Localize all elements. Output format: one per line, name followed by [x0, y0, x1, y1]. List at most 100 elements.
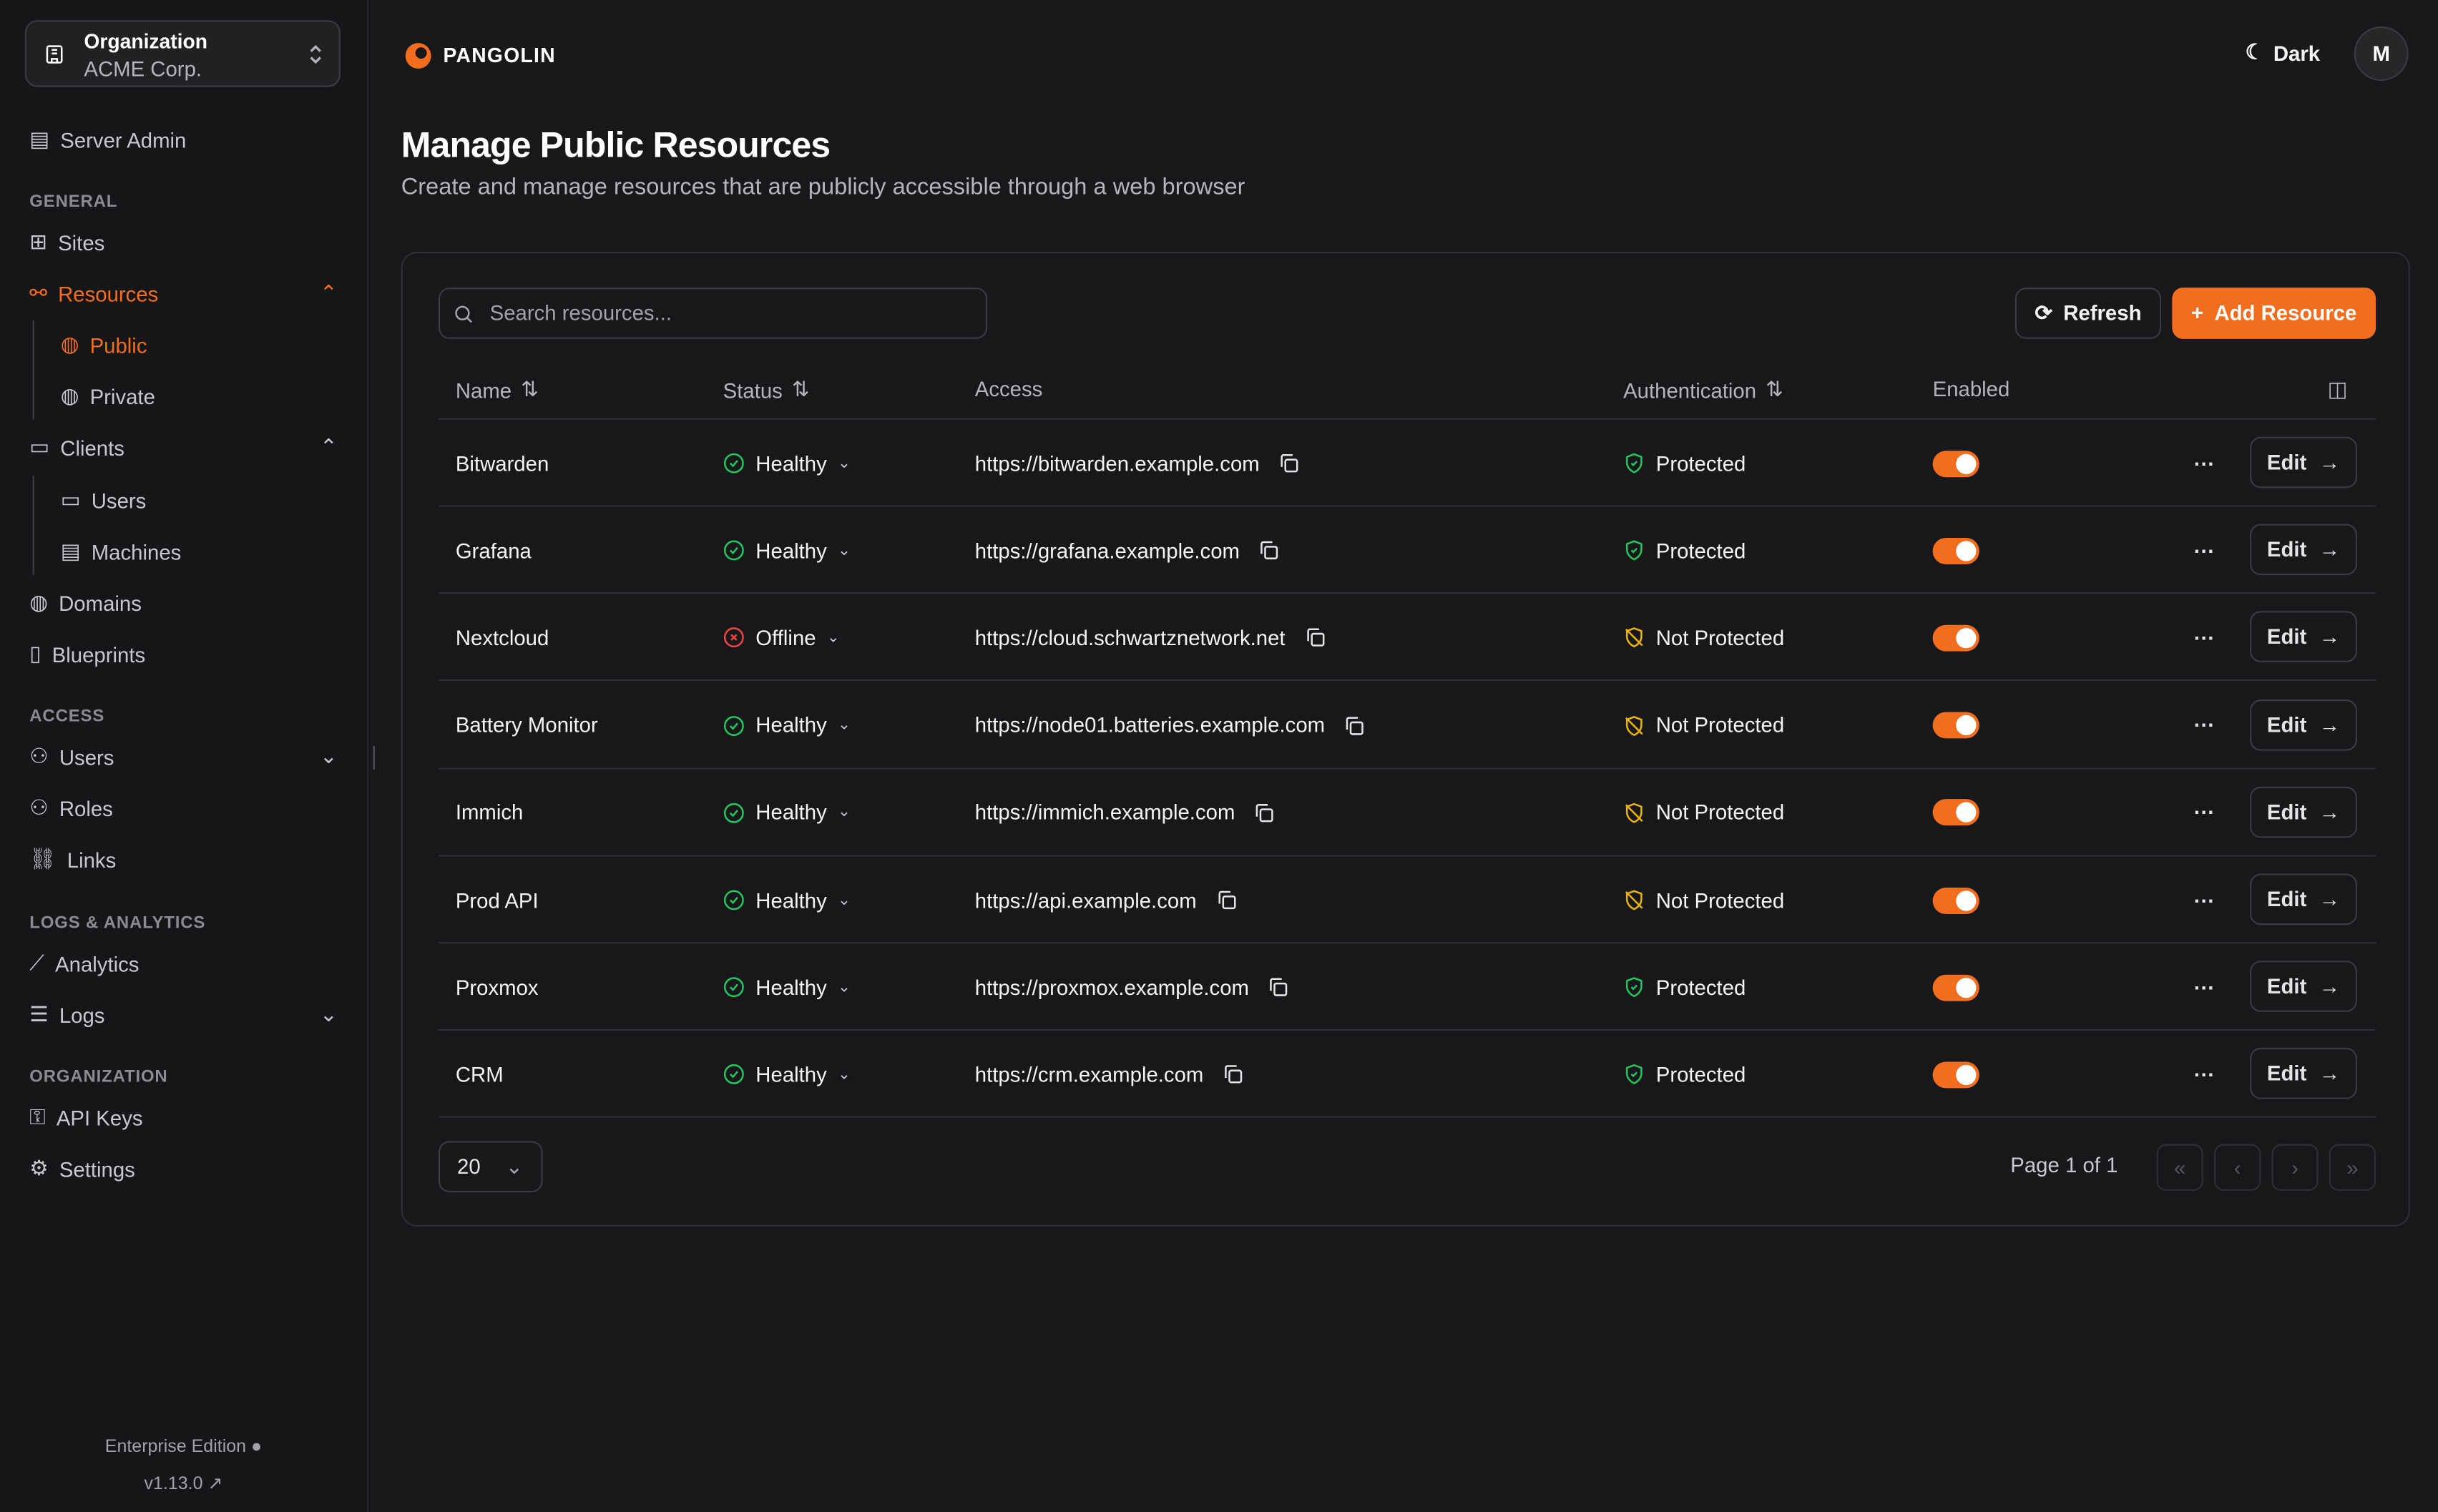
building-icon: [46, 45, 63, 64]
sidebar-item-public[interactable]: ◍ Public: [60, 333, 147, 357]
sidebar-item-sites[interactable]: ⊞ Sites: [29, 230, 105, 255]
sidebar-item-analytics[interactable]: ⟋ Analytics: [29, 951, 139, 976]
more-actions-icon[interactable]: ···: [2193, 713, 2216, 737]
access-url[interactable]: https://bitwarden.example.com: [975, 420, 1300, 507]
edit-button[interactable]: Edit →: [2250, 524, 2357, 576]
add-resource-button[interactable]: + Add Resource: [2172, 288, 2376, 339]
check-circle-icon: [723, 540, 744, 561]
copy-icon[interactable]: [1343, 715, 1365, 736]
access-url[interactable]: https://immich.example.com: [975, 769, 1276, 856]
section-organization: ORGANIZATION: [29, 1068, 168, 1087]
theme-toggle[interactable]: ☾ Dark: [2245, 40, 2321, 65]
sidebar-item-api-keys[interactable]: ⚿ API Keys: [29, 1105, 143, 1130]
sidebar-item-client-users[interactable]: ▭ Users: [60, 488, 147, 513]
status-dropdown[interactable]: Healthy ⌄: [723, 857, 851, 944]
page-size-select[interactable]: 20 ⌄: [438, 1141, 543, 1193]
sidebar-item-settings[interactable]: ⚙ Settings: [29, 1157, 135, 1181]
auth-status: Not Protected: [1623, 682, 1784, 769]
status-dropdown[interactable]: Healthy ⌄: [723, 1031, 851, 1119]
copy-icon[interactable]: [1215, 889, 1237, 910]
access-url[interactable]: https://node01.batteries.example.com: [975, 682, 1366, 769]
edit-button[interactable]: Edit →: [2250, 873, 2357, 926]
status-dropdown[interactable]: Healthy ⌄: [723, 944, 851, 1031]
status-dropdown[interactable]: Healthy ⌄: [723, 420, 851, 507]
more-actions-icon[interactable]: ···: [2193, 800, 2216, 825]
sidebar-item-resources[interactable]: ⚯ Resources ⌃: [29, 281, 338, 306]
copy-icon[interactable]: [1258, 540, 1280, 561]
search-input[interactable]: [486, 300, 960, 327]
column-authentication[interactable]: Authentication ⇅: [1623, 378, 1783, 402]
copy-icon[interactable]: [1253, 802, 1275, 823]
more-actions-icon[interactable]: ···: [2193, 539, 2216, 563]
sidebar-item-machines[interactable]: ▤ Machines: [60, 539, 182, 564]
status-dropdown[interactable]: Healthy ⌄: [723, 507, 851, 594]
sidebar-item-server-admin[interactable]: ▤ Server Admin: [29, 127, 187, 152]
enabled-toggle[interactable]: [1932, 799, 1979, 826]
enabled-toggle[interactable]: [1932, 974, 1979, 1001]
chevron-down-icon: ⌄: [838, 804, 851, 822]
enabled-toggle[interactable]: [1932, 886, 1979, 913]
enabled-toggle[interactable]: [1932, 624, 1979, 652]
first-page-button[interactable]: «: [2156, 1144, 2203, 1191]
enabled-toggle[interactable]: [1932, 450, 1979, 477]
sidebar-item-users[interactable]: ⚇ Users ⌄: [29, 745, 338, 769]
prev-page-button[interactable]: ‹: [2214, 1144, 2261, 1191]
status-dropdown[interactable]: Offline ⌄: [723, 594, 840, 682]
access-url[interactable]: https://proxmox.example.com: [975, 944, 1290, 1031]
sidebar-item-logs[interactable]: ☰ Logs ⌄: [29, 1002, 338, 1027]
more-actions-icon[interactable]: ···: [2193, 976, 2216, 999]
columns-toggle-icon[interactable]: ◫: [2327, 378, 2348, 401]
column-status[interactable]: Status ⇅: [723, 378, 810, 402]
table-row: Prod API Healthy ⌄ https://api.example.c…: [438, 857, 2376, 944]
more-actions-icon[interactable]: ···: [2193, 888, 2216, 912]
access-url[interactable]: https://grafana.example.com: [975, 507, 1281, 594]
version[interactable]: v1.13.0 ↗: [144, 1475, 223, 1494]
edit-button[interactable]: Edit →: [2250, 612, 2357, 663]
edit-button[interactable]: Edit →: [2250, 786, 2357, 838]
access-url[interactable]: https://api.example.com: [975, 857, 1237, 944]
shield-check-icon: [1625, 453, 1643, 473]
org-selector[interactable]: Organization ACME Corp.: [24, 20, 341, 87]
more-actions-icon[interactable]: ···: [2193, 451, 2216, 475]
table-row: Nextcloud Offline ⌄ https://cloud.schwar…: [438, 594, 2376, 682]
next-page-button[interactable]: ›: [2271, 1144, 2319, 1191]
refresh-button[interactable]: ⟳ Refresh: [2014, 288, 2162, 339]
access-url[interactable]: https://cloud.schwartznetwork.net: [975, 594, 1326, 682]
column-name[interactable]: Name ⇅: [455, 378, 539, 402]
last-page-button[interactable]: »: [2329, 1144, 2376, 1191]
copy-icon[interactable]: [1268, 976, 1289, 998]
copy-icon[interactable]: [1222, 1064, 1243, 1086]
sidebar-item-links[interactable]: ⛓ Links: [29, 847, 117, 872]
chevron-down-icon: ⌄: [505, 1154, 524, 1178]
key-icon: ⚿: [29, 1105, 46, 1129]
edit-button[interactable]: Edit →: [2250, 436, 2357, 489]
arrow-right-icon: →: [2319, 800, 2341, 824]
arrow-right-icon: →: [2319, 538, 2341, 562]
chart-line-icon: ⟋: [29, 951, 44, 975]
search-field[interactable]: [438, 288, 988, 339]
edit-button[interactable]: Edit →: [2250, 961, 2357, 1013]
sidebar-item-blueprints[interactable]: ▯ Blueprints: [29, 642, 146, 667]
enabled-toggle[interactable]: [1932, 537, 1979, 564]
sidebar-item-private[interactable]: ◍ Private: [60, 383, 155, 408]
enabled-toggle[interactable]: [1932, 712, 1979, 739]
edit-button[interactable]: Edit →: [2250, 699, 2357, 750]
sidebar-item-domains[interactable]: ◍ Domains: [29, 590, 142, 615]
sidebar-resize-handle[interactable]: [373, 746, 375, 770]
sidebar-item-clients[interactable]: ▭ Clients ⌃: [29, 435, 338, 460]
access-url[interactable]: https://crm.example.com: [975, 1031, 1244, 1119]
shield-off-icon: [1625, 890, 1643, 910]
copy-icon[interactable]: [1278, 452, 1300, 473]
avatar[interactable]: M: [2354, 26, 2409, 82]
check-circle-icon: [723, 977, 744, 998]
copy-icon[interactable]: [1304, 627, 1326, 649]
edition[interactable]: Enterprise Edition ●: [104, 1438, 263, 1457]
status-dropdown[interactable]: Healthy ⌄: [723, 682, 851, 769]
more-actions-icon[interactable]: ···: [2193, 626, 2216, 650]
edit-button[interactable]: Edit →: [2250, 1048, 2357, 1100]
enabled-toggle[interactable]: [1932, 1061, 1979, 1089]
status-dropdown[interactable]: Healthy ⌄: [723, 769, 851, 856]
more-actions-icon[interactable]: ···: [2193, 1063, 2216, 1087]
table-row: Proxmox Healthy ⌄ https://proxmox.exampl…: [438, 944, 2376, 1031]
sidebar-item-roles[interactable]: ⚇ Roles: [29, 795, 113, 820]
